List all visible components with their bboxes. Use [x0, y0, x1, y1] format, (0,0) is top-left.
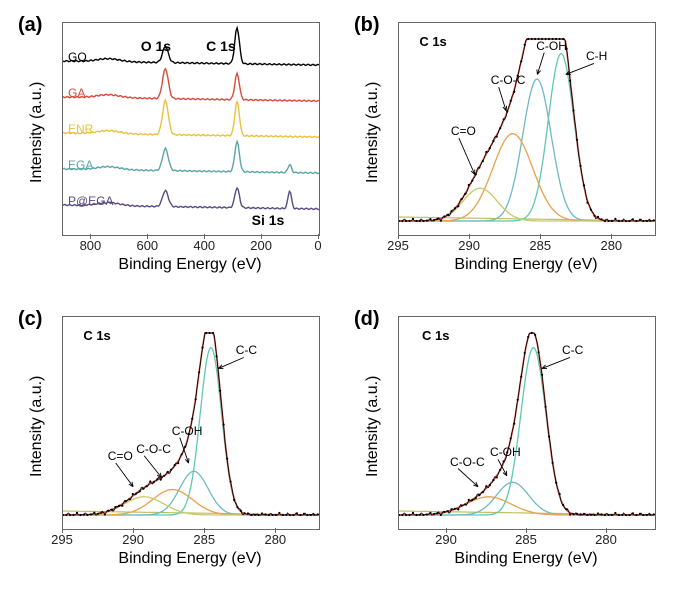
ylabel-b: Intensity (a.u.): [364, 82, 382, 183]
xtick-mark: [446, 528, 447, 533]
raw-data: [399, 39, 655, 221]
xlabel-c: Binding Energy (eV): [62, 550, 318, 568]
peak-label: Si 1s: [252, 212, 285, 228]
xlabel-b: Binding Energy (eV): [398, 256, 654, 274]
trace-label-GO: GO: [68, 50, 87, 64]
component-label: C-O-C: [136, 442, 171, 456]
component-label: C-OH: [536, 39, 567, 53]
trace-GA: [63, 69, 319, 102]
xtick: 400: [190, 238, 218, 253]
peak-label: O 1s: [141, 38, 171, 54]
xtick-mark: [204, 528, 205, 533]
xtick: 600: [133, 238, 161, 253]
xtick: 280: [597, 238, 625, 253]
component-C-OH: [63, 471, 319, 515]
plot-b: [398, 22, 656, 236]
panel-title-b: C 1s: [419, 34, 446, 49]
component-C-OH: [399, 482, 655, 515]
xtick-mark: [398, 234, 399, 239]
trace-label-GA: GA: [68, 86, 85, 100]
xtick: 285: [526, 238, 554, 253]
xtick: 295: [48, 532, 76, 547]
xtick-mark: [147, 234, 148, 239]
xtick: 800: [76, 238, 104, 253]
trace-label-EGA: EGA: [68, 158, 93, 172]
component-C-O-C: [399, 134, 655, 221]
xtick-mark: [606, 528, 607, 533]
component-label: C-C: [236, 343, 257, 357]
xtick-mark: [133, 528, 134, 533]
xtick: 285: [512, 532, 540, 547]
component-label: C=O: [108, 449, 133, 463]
envelope: [399, 333, 655, 515]
xtick-mark: [540, 234, 541, 239]
envelope: [399, 39, 655, 221]
trace-label-ENR: ENR: [68, 122, 93, 136]
xlabel-a: Binding Energy (eV): [62, 256, 318, 274]
component-C-H: [399, 54, 655, 221]
xtick: 0: [304, 238, 332, 253]
xtick-mark: [275, 528, 276, 533]
xtick: 290: [119, 532, 147, 547]
ylabel-d: Intensity (a.u.): [364, 376, 382, 477]
ylabel-a: Intensity (a.u.): [28, 82, 46, 183]
xtick-mark: [62, 528, 63, 533]
xtick-mark: [526, 528, 527, 533]
data-points: [399, 38, 655, 222]
xtick: 280: [592, 532, 620, 547]
xtick: 200: [247, 238, 275, 253]
xtick-mark: [90, 234, 91, 239]
plot-d: [398, 316, 656, 530]
panel-title-d: C 1s: [422, 328, 449, 343]
panel-tag-a: (a): [18, 14, 42, 37]
xtick: 290: [455, 238, 483, 253]
component-label: C-OH: [490, 445, 521, 459]
trace-ENR: [63, 100, 319, 137]
panel-tag-d: (d): [354, 308, 380, 331]
component-label: C-OH: [172, 424, 203, 438]
component-label: C=O: [451, 124, 476, 138]
component-label: C-O-C: [450, 455, 485, 469]
panel-title-c: C 1s: [83, 328, 110, 343]
component-label: C-C: [562, 343, 583, 357]
component-C-OH: [399, 79, 655, 221]
trace-label-P@EGA: P@EGA: [68, 194, 114, 208]
component-label: C-O-C: [491, 73, 526, 87]
xtick-mark: [204, 234, 205, 239]
xtick: 290: [432, 532, 460, 547]
xtick: 295: [384, 238, 412, 253]
component-label: C-H: [586, 49, 607, 63]
raw-data: [399, 333, 655, 515]
panel-tag-c: (c): [18, 308, 42, 331]
trace-GO: [63, 28, 319, 66]
ylabel-c: Intensity (a.u.): [28, 376, 46, 477]
xtick: 280: [261, 532, 289, 547]
data-points: [399, 332, 655, 516]
panel-tag-b: (b): [354, 14, 380, 37]
xlabel-d: Binding Energy (eV): [398, 550, 654, 568]
xtick-mark: [611, 234, 612, 239]
xtick: 285: [190, 532, 218, 547]
peak-label: C 1s: [206, 38, 236, 54]
xtick-mark: [261, 234, 262, 239]
xtick-mark: [318, 234, 319, 239]
trace-EGA: [63, 142, 319, 174]
xtick-mark: [469, 234, 470, 239]
component-C-C: [399, 348, 655, 515]
